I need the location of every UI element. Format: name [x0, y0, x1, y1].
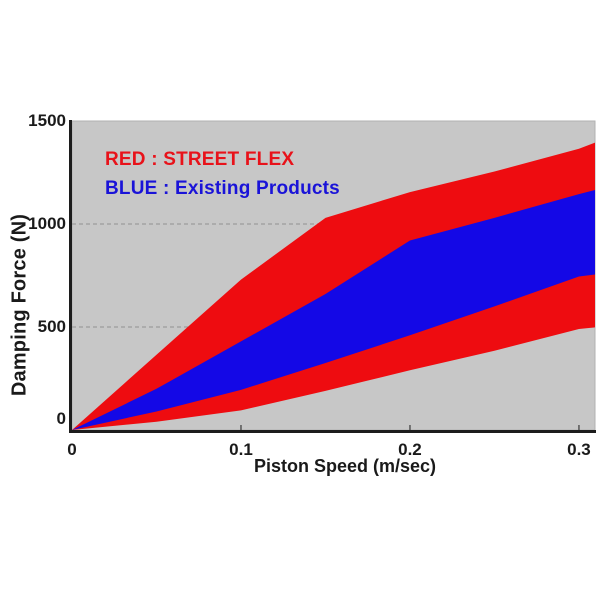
blue-band-area [72, 190, 595, 430]
x-tick-label-0.1: 0.1 [229, 440, 253, 459]
x-tick-label-0.2: 0.2 [398, 440, 422, 459]
y-tick-label-1000: 1000 [28, 214, 66, 233]
legend-street-flex: RED : STREET FLEX [105, 149, 295, 170]
y-tick-label-500: 500 [37, 317, 66, 336]
y-tick-label-1500: 1500 [28, 111, 66, 130]
y-tick-label-0: 0 [56, 409, 66, 428]
y-axis-title: Damping Force (N) [8, 213, 31, 397]
x-axis-title: Piston Speed (m/sec) [253, 456, 437, 476]
x-tick-label-0: 0 [67, 440, 77, 459]
red-band-area [72, 142, 595, 430]
x-tick-label-0.3: 0.3 [567, 440, 591, 459]
legend-existing-products: BLUE : Existing Products [105, 178, 340, 199]
